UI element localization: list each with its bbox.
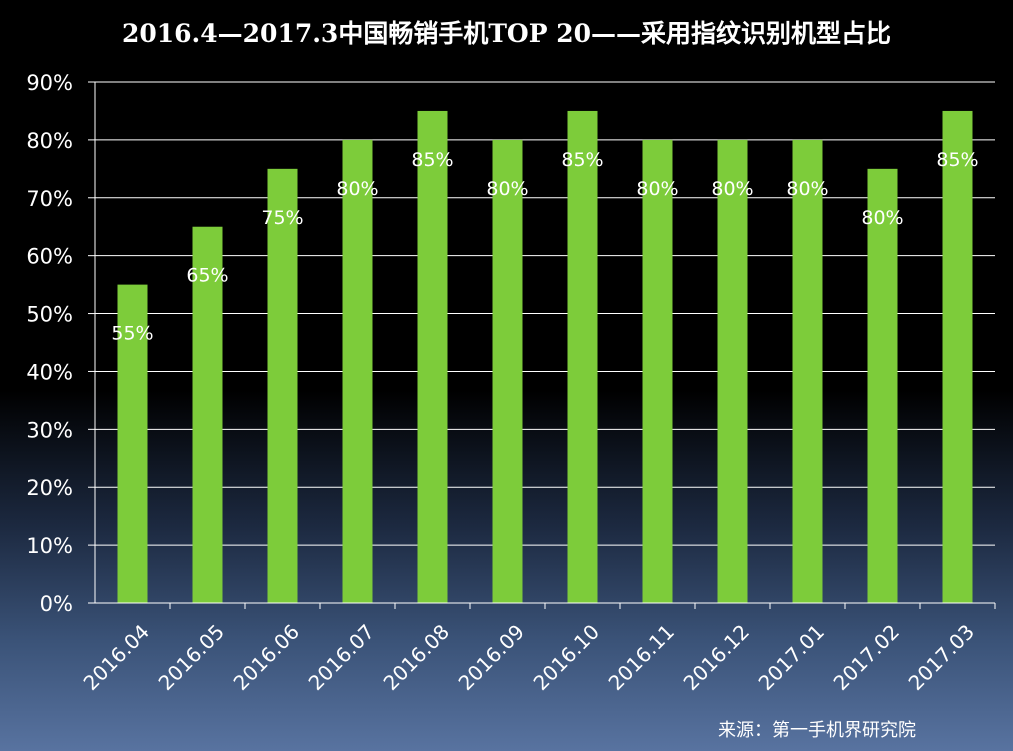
data-label: 75%	[261, 207, 303, 229]
y-tick-label: 40%	[26, 360, 73, 384]
bar	[492, 139, 523, 603]
bar	[567, 110, 598, 603]
bar	[117, 284, 148, 603]
data-label: 80%	[786, 178, 828, 200]
data-label: 55%	[111, 323, 153, 345]
bar	[267, 168, 298, 604]
data-label: 80%	[336, 178, 378, 200]
bars	[117, 110, 973, 604]
y-tick-label: 10%	[26, 534, 73, 558]
x-tick-label: 2017.02	[829, 620, 904, 695]
y-tick-label: 0%	[40, 592, 73, 616]
chart-title: 2016.4—2017.3中国畅销手机TOP 20——采用指纹识别机型占比	[121, 19, 892, 48]
data-label: 80%	[861, 207, 903, 229]
y-tick-label: 80%	[26, 129, 73, 153]
y-tick-label: 90%	[26, 71, 73, 95]
x-tick-label: 2016.10	[529, 620, 604, 695]
bar	[192, 226, 223, 603]
data-label: 80%	[636, 178, 678, 200]
x-tick-label: 2017.01	[754, 620, 829, 695]
y-tick-label: 50%	[26, 303, 73, 327]
x-tick-label: 2016.07	[304, 620, 379, 695]
y-tick-label: 70%	[26, 187, 73, 211]
data-label: 80%	[711, 178, 753, 200]
bar	[792, 139, 823, 603]
y-tick-label: 20%	[26, 476, 73, 500]
data-label: 85%	[936, 149, 978, 171]
x-tick-label: 2016.04	[79, 620, 154, 695]
bar	[942, 110, 973, 603]
bar	[717, 139, 748, 603]
x-tick-label: 2016.09	[454, 620, 529, 695]
bar	[342, 139, 373, 603]
x-tick-label: 2016.08	[379, 620, 454, 695]
y-tick-label: 30%	[26, 418, 73, 442]
gridlines	[95, 81, 995, 546]
data-label: 65%	[186, 265, 228, 287]
x-tick-label: 2016.11	[604, 620, 679, 695]
x-tick-label: 2016.12	[679, 620, 754, 695]
data-label: 85%	[561, 149, 603, 171]
bar	[417, 110, 448, 603]
axes	[88, 81, 996, 609]
source-note: 来源：第一手机界研究院	[718, 720, 916, 741]
data-label: 85%	[411, 149, 453, 171]
x-tick-label: 2016.06	[229, 620, 304, 695]
y-tick-label: 60%	[26, 245, 73, 269]
data-label: 80%	[486, 178, 528, 200]
bar	[642, 139, 673, 603]
bar	[867, 168, 898, 604]
x-tick-label: 2016.05	[154, 620, 229, 695]
x-tick-label: 2017.03	[904, 620, 979, 695]
